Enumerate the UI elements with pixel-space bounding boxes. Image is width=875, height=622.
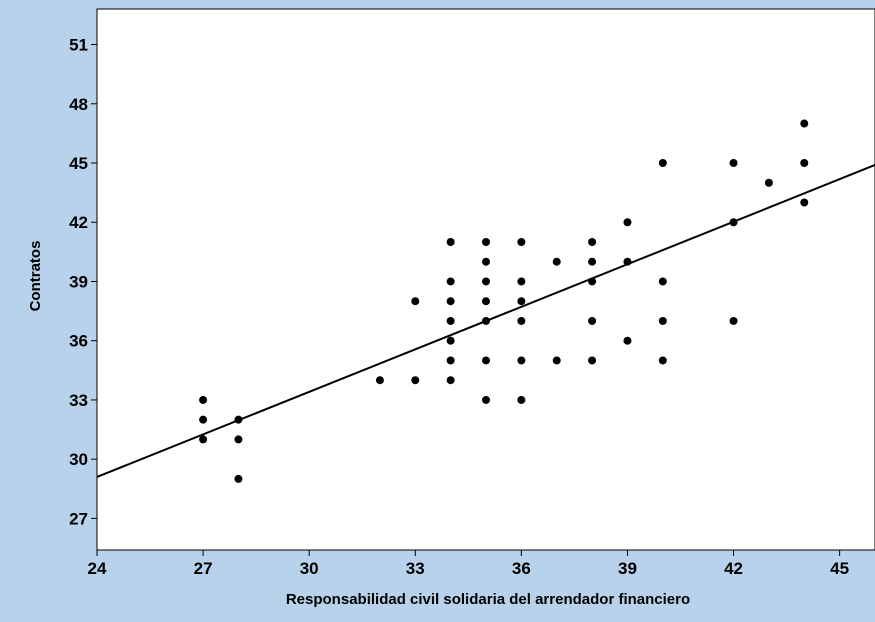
y-tick-label: 45 [69, 154, 88, 173]
x-axis-title: Responsabilidad civil solidaria del arre… [286, 591, 690, 608]
data-point [482, 356, 490, 365]
data-point [588, 257, 597, 266]
data-point [588, 237, 597, 246]
data-point [411, 297, 420, 306]
data-point [800, 159, 809, 168]
y-tick-label: 33 [69, 391, 88, 410]
data-point [658, 356, 667, 365]
data-point [552, 257, 561, 266]
data-point [482, 237, 490, 246]
y-tick-label: 30 [69, 450, 88, 469]
data-point [800, 119, 809, 128]
x-tick-label: 33 [406, 559, 425, 578]
data-point [482, 316, 490, 325]
data-point [517, 316, 526, 325]
data-point [482, 395, 490, 404]
data-point [552, 356, 561, 365]
data-point [588, 356, 597, 365]
data-point [658, 159, 667, 168]
x-tick-label: 36 [512, 559, 531, 578]
x-tick-label: 39 [618, 559, 637, 578]
y-tick-label: 36 [69, 332, 88, 351]
data-point [588, 316, 597, 325]
data-point [234, 415, 243, 424]
data-point [517, 297, 526, 306]
data-point [199, 395, 208, 404]
y-axis: 27 30 33 36 39 42 45 48 51 [69, 36, 97, 528]
data-point [446, 316, 455, 325]
data-point [199, 435, 208, 444]
data-point [375, 376, 384, 385]
data-point [199, 415, 208, 424]
data-point [234, 474, 243, 483]
x-tick-label: 45 [830, 559, 849, 578]
x-tick-label: 27 [194, 559, 213, 578]
data-point [658, 316, 667, 325]
data-point [623, 336, 632, 345]
x-tick-label: 42 [724, 559, 743, 578]
y-tick-label: 27 [69, 509, 88, 528]
data-point [517, 395, 526, 404]
x-tick-label: 30 [300, 559, 319, 578]
y-tick-label: 51 [69, 36, 88, 55]
data-point [588, 277, 597, 286]
data-point [446, 297, 455, 306]
data-point [729, 316, 738, 325]
data-point [411, 376, 420, 385]
data-point [729, 159, 738, 168]
data-point [482, 257, 490, 266]
data-point [517, 237, 526, 246]
data-point [623, 218, 632, 227]
data-point [446, 376, 455, 385]
x-tick-label: 24 [88, 559, 107, 578]
data-point [446, 237, 455, 246]
y-tick-label: 48 [69, 95, 88, 114]
data-point [729, 218, 738, 227]
data-point [658, 277, 667, 286]
data-point [446, 356, 455, 365]
data-point [482, 297, 490, 306]
data-point [482, 277, 490, 286]
data-point [517, 277, 526, 286]
data-point [446, 336, 455, 345]
y-tick-label: 39 [69, 272, 88, 291]
data-point [623, 257, 632, 266]
data-point [764, 178, 773, 187]
data-point [800, 198, 809, 207]
data-point [446, 277, 455, 286]
y-axis-title: Contratos [27, 241, 44, 312]
y-tick-label: 42 [69, 213, 88, 232]
data-point [517, 356, 526, 365]
x-axis: 24 27 30 33 36 39 42 45 [88, 550, 849, 578]
data-point [234, 435, 243, 444]
